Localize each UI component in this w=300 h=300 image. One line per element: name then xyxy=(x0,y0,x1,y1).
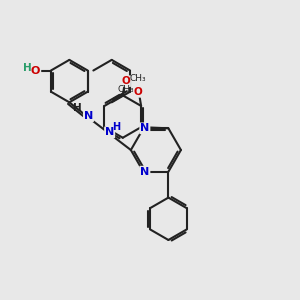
Text: O: O xyxy=(121,76,130,86)
Text: H: H xyxy=(112,122,120,132)
Text: N: N xyxy=(84,111,93,121)
Text: O: O xyxy=(31,65,40,76)
Text: N: N xyxy=(105,127,114,137)
Text: N: N xyxy=(140,167,149,177)
Text: CH₃: CH₃ xyxy=(118,85,134,94)
Text: CH₃: CH₃ xyxy=(130,74,146,83)
Text: H: H xyxy=(73,103,82,112)
Text: O: O xyxy=(134,87,142,97)
Text: N: N xyxy=(140,123,149,133)
Text: H: H xyxy=(23,63,32,73)
